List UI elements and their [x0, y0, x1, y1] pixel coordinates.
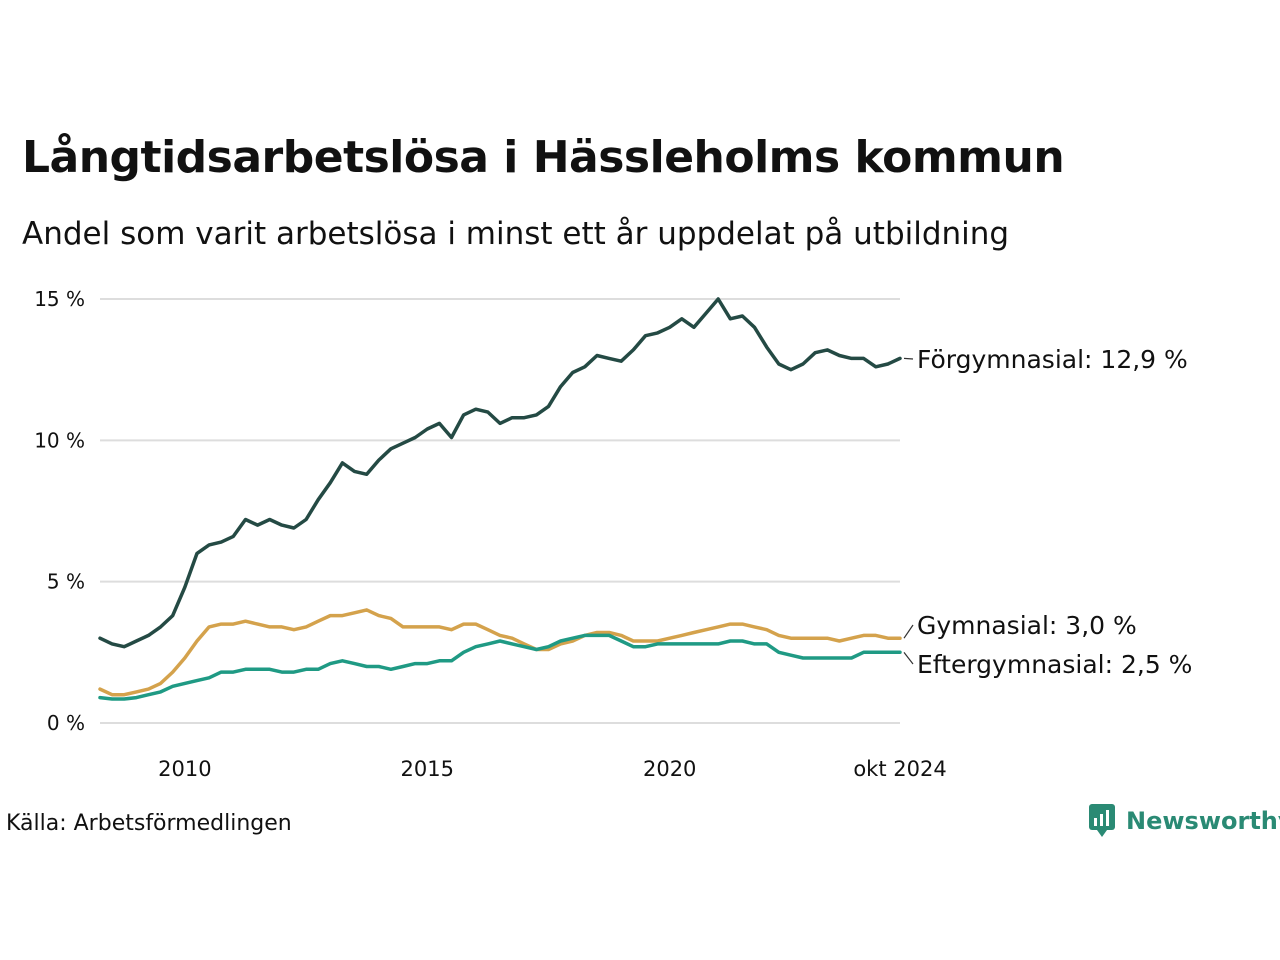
- x-axis-ticks: 2010 2015 2020 okt 2024: [158, 757, 947, 781]
- label-connector: [903, 651, 914, 665]
- series-label-eftergymnasial: Eftergymnasial: 2,5 %: [917, 650, 1192, 679]
- newsworthy-logo-text: Newsworthy: [1126, 807, 1280, 835]
- label-connector: [903, 357, 914, 360]
- y-tick-label: 10 %: [34, 428, 85, 452]
- newsworthy-logo[interactable]: Newsworthy: [1088, 803, 1280, 839]
- y-tick-label: 0 %: [47, 711, 85, 735]
- y-tick-label: 5 %: [47, 570, 85, 594]
- chart-title: Långtidsarbetslösa i Hässleholms kommun: [22, 132, 1065, 183]
- series-label-gymnasial: Gymnasial: 3,0 %: [917, 611, 1137, 640]
- series-label-forgymnasial: Förgymnasial: 12,9 %: [917, 345, 1188, 374]
- gridlines: [100, 298, 900, 724]
- x-tick-label: 2020: [643, 757, 696, 781]
- x-tick-label: 2010: [158, 757, 211, 781]
- series-lines: [98, 297, 902, 701]
- series-line-gymnasial: [98, 608, 902, 697]
- newsworthy-logo-icon: [1089, 804, 1115, 837]
- y-axis-ticks: 0 % 5 % 10 % 15 %: [34, 287, 85, 735]
- label-connector: [903, 624, 914, 639]
- series-line-eftergymnasial: [98, 633, 902, 701]
- series-end-labels: Förgymnasial: 12,9 % Gymnasial: 3,0 % Efte…: [903, 345, 1192, 679]
- source-note: Källa: Arbetsförmedlingen: [6, 811, 292, 836]
- x-tick-label: okt 2024: [853, 757, 946, 781]
- chart-subtitle: Andel som varit arbetslösa i minst ett å…: [22, 216, 1010, 252]
- x-tick-label: 2015: [401, 757, 454, 781]
- series-line-forgymnasial: [98, 297, 902, 649]
- y-tick-label: 15 %: [34, 287, 85, 311]
